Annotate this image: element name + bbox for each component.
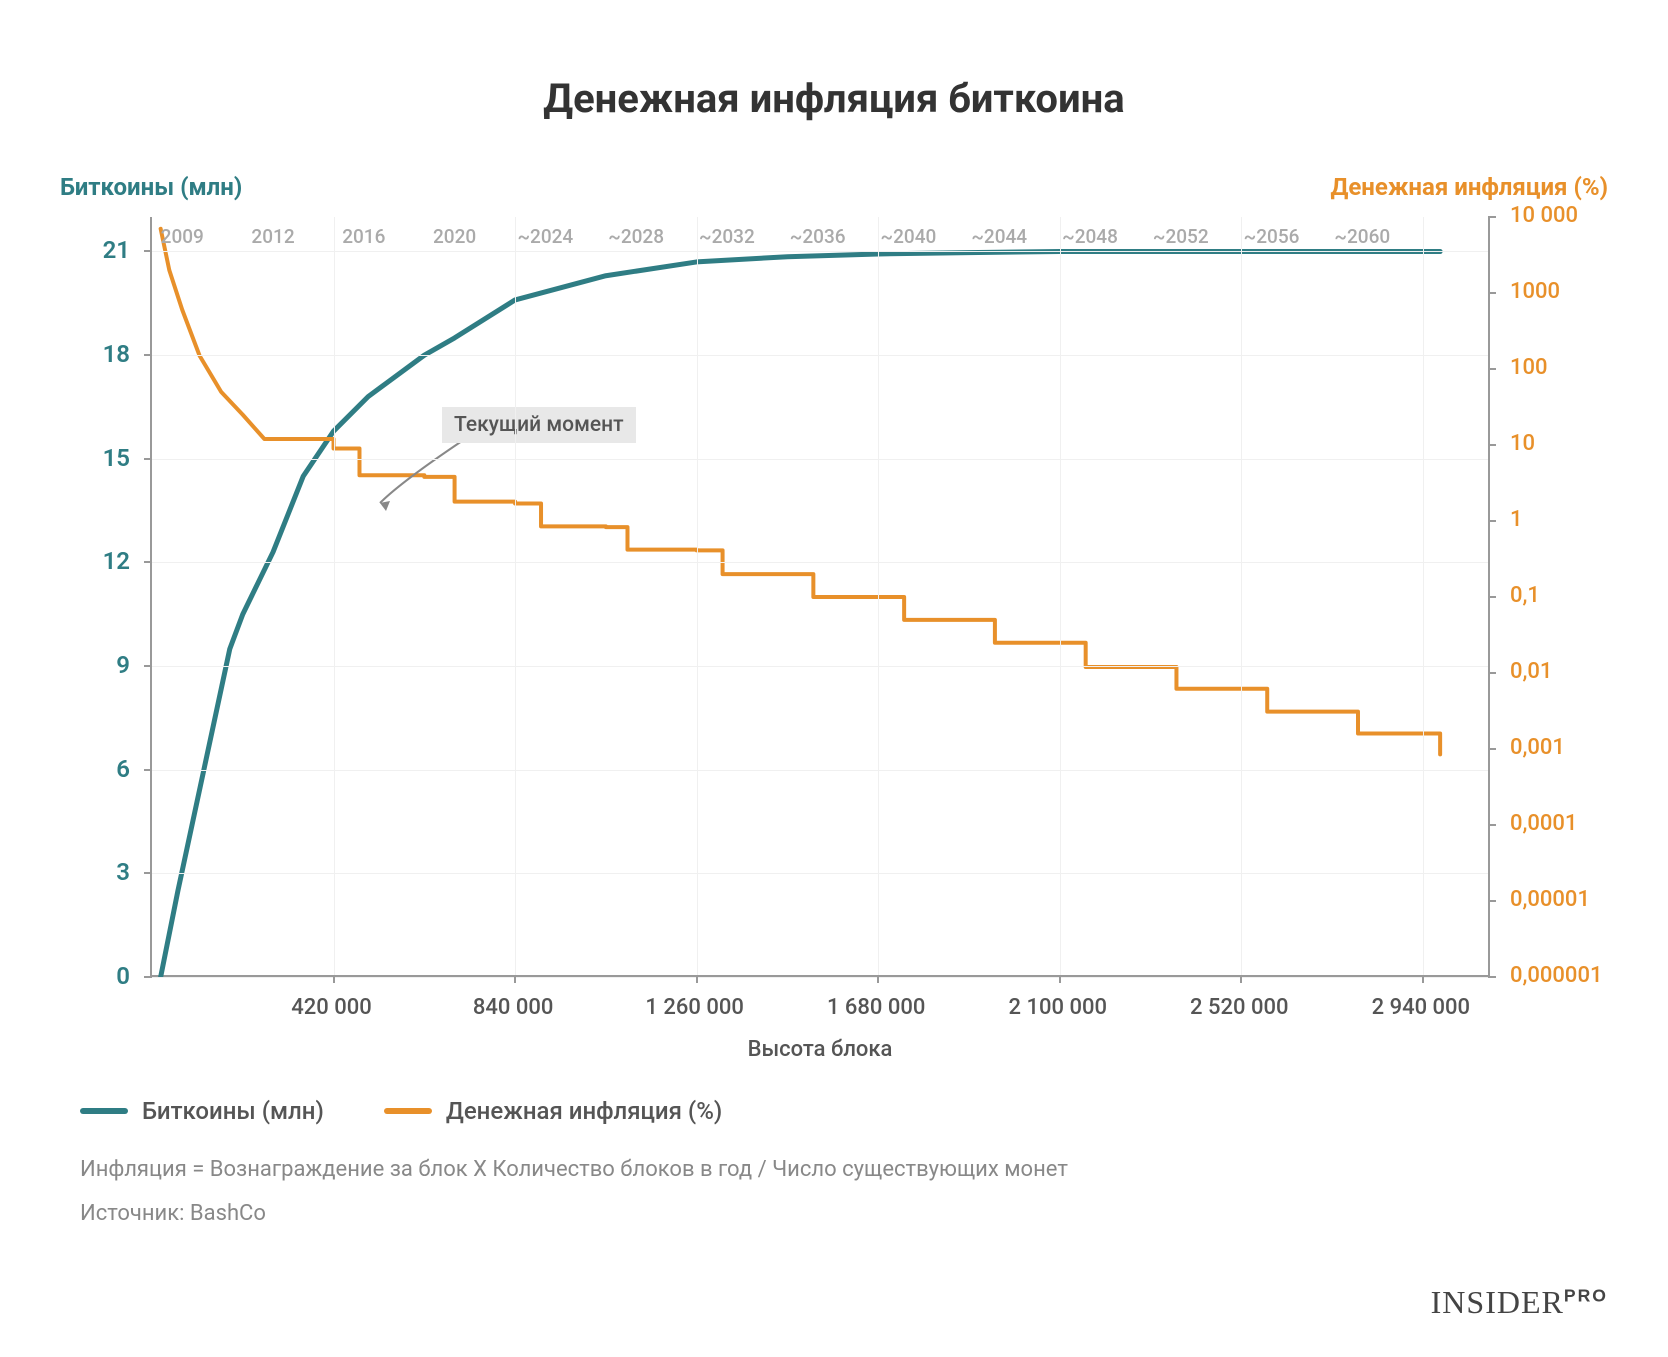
x-tick: 1 680 000 [827,995,925,1020]
x-tick: 2 100 000 [1009,995,1107,1020]
y-right-tick: 0,000001 [1510,963,1602,988]
x-tick: 2 520 000 [1190,995,1288,1020]
year-label: ~2028 [608,225,664,248]
chart-area: Биткоины (млн) Денежная инфляция (%) Тек… [60,157,1608,1117]
plot-region: Текущий момент 2009 2012 2016 2020 ~2024 ~202… [150,217,1490,977]
year-label: 2016 [342,225,385,248]
year-label: ~2052 [1153,225,1209,248]
year-label: 2012 [251,225,294,248]
x-tick: 840 000 [473,995,554,1020]
line-bitcoins [161,251,1440,976]
legend: Биткоины (млн) Денежная инфляция (%) [80,1097,722,1125]
year-label: 2009 [161,225,204,248]
y-left-tick: 12 [60,547,130,575]
y-left-tick: 18 [60,340,130,368]
legend-item-inflation: Денежная инфляция (%) [384,1097,722,1125]
year-label: 2020 [433,225,476,248]
annotation-arrow [380,441,462,503]
y-right-tick: 0,00001 [1510,887,1590,912]
y-right-tick: 10 000 [1510,203,1578,228]
line-inflation [161,229,1440,755]
y-left-tick: 15 [60,444,130,472]
y-right-tick: 1000 [1510,279,1560,304]
year-label: ~2056 [1244,225,1300,248]
x-tick: 420 000 [291,995,372,1020]
y-right-tick: 0,0001 [1510,811,1577,836]
annotation-current-moment: Текущий момент [442,407,636,443]
year-label: ~2060 [1334,225,1390,248]
year-label: ~2024 [517,225,573,248]
y-left-tick: 0 [60,962,130,990]
y-right-tick: 0,01 [1510,659,1552,684]
y-right-axis-title: Денежная инфляция (%) [1330,173,1608,201]
y-left-tick: 9 [60,651,130,679]
x-tick: 2 940 000 [1372,995,1470,1020]
year-label: ~2048 [1062,225,1118,248]
footer-formula: Инфляция = Вознаграждение за блок Х Коли… [80,1157,1068,1182]
legend-label-bitcoins: Биткоины (млн) [142,1097,324,1125]
legend-swatch-inflation [384,1108,432,1114]
y-right-tick: 100 [1510,355,1548,380]
y-right-tick: 0,1 [1510,583,1540,608]
chart-title: Денежная инфляция биткоина [0,27,1668,122]
brand-sup: PRO [1564,1285,1608,1305]
y-right-tick: 0,001 [1510,735,1565,760]
y-left-tick: 6 [60,755,130,783]
legend-label-inflation: Денежная инфляция (%) [446,1097,722,1125]
x-tick: 1 260 000 [645,995,743,1020]
y-left-tick: 21 [60,236,130,264]
y-right-tick: 10 [1510,431,1535,456]
year-label: ~2044 [971,225,1027,248]
year-label: ~2032 [699,225,755,248]
y-left-axis-title: Биткоины (млн) [60,173,242,201]
y-right-tick: 1 [1510,507,1523,532]
year-label: ~2040 [881,225,937,248]
year-label: ~2036 [790,225,846,248]
brand-main: INSIDER [1431,1284,1564,1320]
legend-item-bitcoins: Биткоины (млн) [80,1097,324,1125]
chart-lines-svg [152,217,1492,977]
legend-swatch-bitcoins [80,1108,128,1114]
x-axis-title: Высота блока [150,1037,1490,1062]
brand-logo: INSIDERPRO [1431,1284,1608,1321]
footer-source: Источник: BashCo [80,1201,266,1226]
y-left-tick: 3 [60,858,130,886]
